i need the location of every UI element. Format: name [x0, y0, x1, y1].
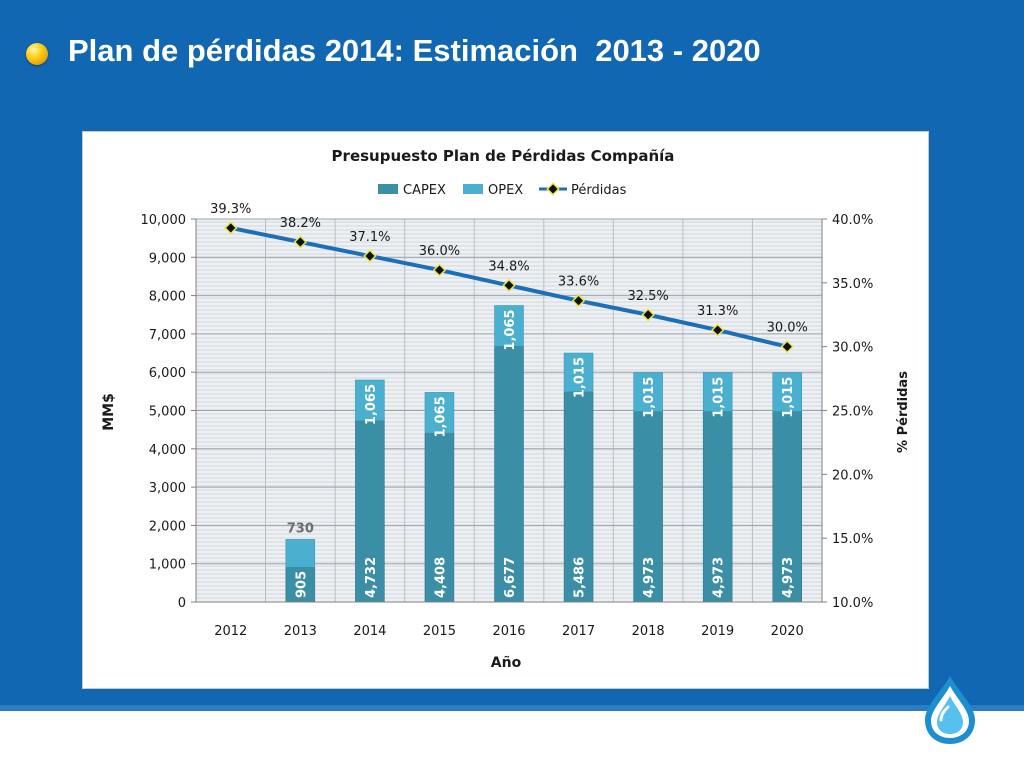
- losses-data-label: 30.0%: [767, 321, 808, 336]
- capex-data-label: 4,973: [781, 557, 796, 598]
- opex-bar: [772, 372, 802, 412]
- y-tick-label: 8,000: [149, 290, 186, 305]
- y2-tick-label: 25.0%: [832, 405, 873, 420]
- losses-data-label: 34.8%: [488, 259, 529, 274]
- y2-tick-label: 20.0%: [832, 468, 873, 483]
- capex-data-label: 4,973: [712, 557, 727, 598]
- y-tick-label: 0: [178, 596, 186, 611]
- losses-data-label: 39.3%: [210, 202, 251, 217]
- y-tick-label: 9,000: [149, 251, 186, 266]
- y2-tick-label: 10.0%: [832, 596, 873, 611]
- x-tick-label: 2017: [562, 624, 595, 639]
- y-tick-label: 5,000: [149, 405, 186, 420]
- y-tick-label: 6,000: [149, 366, 186, 381]
- capex-data-label: 6,677: [503, 557, 518, 598]
- yellow-bullet-icon: [26, 43, 48, 65]
- chart-legend: CAPEX OPEX Pérdidas: [378, 182, 627, 198]
- opex-data-label: 1,015: [712, 377, 727, 418]
- secondary-y-axis-label: % Pérdidas: [896, 371, 911, 453]
- y-tick-label: 7,000: [149, 328, 186, 343]
- losses-point-marker: [710, 323, 725, 337]
- legend-label: CAPEX: [403, 183, 446, 198]
- capex-bar: [633, 411, 663, 603]
- losses-point-marker: [293, 235, 308, 249]
- losses-data-label: 32.5%: [627, 289, 668, 304]
- losses-point-marker: [502, 278, 516, 293]
- capex-bar: [424, 432, 455, 603]
- capex-bar: [772, 411, 802, 603]
- capex-data-label: 4,408: [433, 557, 448, 598]
- water-drop-logo-icon: [925, 676, 975, 744]
- axes: 0 1,000 2,000 3,000 4,000 5,000 6,000 7,000 8,00…: [141, 213, 874, 639]
- legend-color-swatch: [463, 184, 483, 194]
- x-tick-label: 2020: [771, 624, 804, 639]
- opex-data-label: 1,015: [781, 377, 796, 418]
- capex-bar: [494, 346, 524, 603]
- losses-data-label: 33.6%: [558, 275, 599, 290]
- y-tick-label: 2,000: [149, 519, 186, 534]
- legend-marker-swatch: [546, 182, 560, 196]
- bar-series: 905 730 4,732 1,065 4,408 1,065 6,677 1,065 5,48…: [285, 305, 802, 603]
- x-tick-label: 2014: [353, 624, 386, 639]
- capex-data-label: 5,486: [573, 557, 588, 598]
- opex-bar: [633, 372, 663, 412]
- losses-point-marker: [432, 263, 447, 277]
- budget-loss-chart: Presupuesto Plan de Pérdidas Compañía CA…: [101, 147, 911, 671]
- opex-data-label: 1,065: [503, 309, 518, 350]
- chart-panel: Presupuesto Plan de Pérdidas Compañía CA…: [82, 131, 929, 689]
- capex-data-label: 905: [294, 571, 309, 598]
- opex-data-label: 730: [287, 521, 314, 536]
- losses-point-marker: [641, 308, 655, 322]
- capex-bar: [285, 567, 316, 603]
- opex-bar: [563, 352, 594, 393]
- x-tick-label: 2015: [423, 624, 456, 639]
- capex-data-label: 4,732: [364, 557, 379, 598]
- opex-data-label: 1,065: [433, 396, 448, 437]
- y2-tick-label: 35.0%: [832, 277, 873, 292]
- losses-data-label: 37.1%: [349, 230, 390, 245]
- y-tick-label: 10,000: [141, 213, 187, 228]
- legend-color-swatch: [378, 184, 398, 194]
- line-series: 39.3% 38.2% 37.1% 36.0% 34.8% 33.6% 32.5% 31.3%…: [210, 202, 808, 354]
- opex-bar: [424, 392, 455, 434]
- losses-data-label: 38.2%: [280, 216, 321, 231]
- losses-point-marker: [780, 339, 794, 354]
- y2-tick-label: 15.0%: [832, 532, 873, 547]
- legend-label: OPEX: [488, 183, 523, 198]
- losses-data-label: 36.0%: [419, 244, 460, 259]
- losses-data-label: 31.3%: [697, 304, 738, 319]
- opex-bar: [285, 539, 316, 568]
- capex-bar: [563, 391, 594, 603]
- opex-data-label: 1,065: [364, 384, 379, 425]
- chart-title: Presupuesto Plan de Pérdidas Compañía: [332, 147, 675, 165]
- y2-tick-label: 30.0%: [832, 341, 873, 356]
- x-tick-label: 2019: [701, 624, 734, 639]
- footer-divider: [0, 705, 1024, 711]
- losses-point-marker: [571, 293, 586, 308]
- y-tick-label: 3,000: [149, 481, 186, 496]
- opex-data-label: 1,015: [573, 357, 588, 398]
- legend-label: Pérdidas: [571, 183, 627, 198]
- opex-bar: [355, 379, 385, 422]
- x-tick-label: 2016: [492, 624, 525, 639]
- legend-item-pérdidas: Pérdidas: [539, 182, 627, 198]
- y-tick-label: 1,000: [149, 558, 186, 573]
- capex-data-label: 4,973: [642, 557, 657, 598]
- opex-bar: [494, 305, 524, 347]
- losses-point-marker: [363, 249, 377, 263]
- y-tick-label: 4,000: [149, 443, 186, 458]
- x-tick-label: 2013: [284, 624, 317, 639]
- x-tick-label: 2012: [214, 624, 247, 639]
- opex-bar: [702, 372, 733, 412]
- y2-tick-label: 40.0%: [832, 213, 873, 228]
- losses-point-marker: [224, 221, 238, 235]
- slide-title: Plan de pérdidas 2014: Estimación 2013 -…: [68, 33, 761, 68]
- y-axis-label: MM$: [101, 393, 117, 431]
- opex-data-label: 1,015: [642, 377, 657, 418]
- legend-item-opex: OPEX: [463, 183, 523, 198]
- legend-item-capex: CAPEX: [378, 183, 446, 198]
- capex-bar: [355, 420, 385, 603]
- x-axis-label: Año: [491, 655, 522, 671]
- x-tick-label: 2018: [632, 624, 665, 639]
